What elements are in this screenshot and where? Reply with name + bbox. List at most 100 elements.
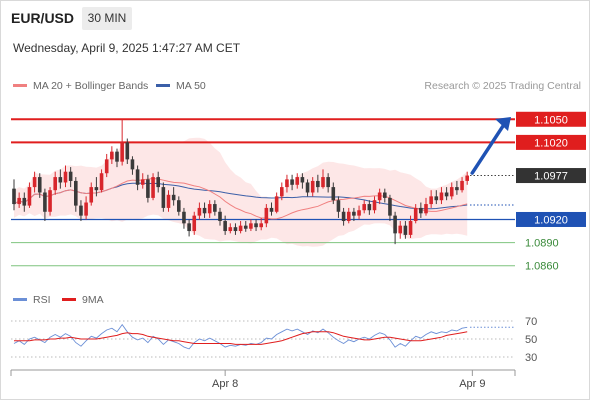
candle-body bbox=[429, 196, 433, 205]
candle-body bbox=[74, 180, 78, 206]
candle-body bbox=[398, 225, 403, 234]
candle-body bbox=[63, 171, 68, 183]
rsi-line bbox=[13, 323, 468, 350]
candle-body bbox=[413, 207, 418, 222]
support-value: 1.0890 bbox=[525, 238, 559, 250]
candle-body bbox=[326, 177, 330, 188]
rsi-layer: 70 50 30 bbox=[11, 316, 537, 364]
candle-body bbox=[125, 142, 130, 160]
candle-body bbox=[156, 177, 160, 188]
candle-body bbox=[228, 227, 233, 232]
candle-body bbox=[177, 200, 181, 212]
candle-body bbox=[68, 171, 73, 181]
chart-header: EUR/USD 30 MIN bbox=[0, 0, 588, 34]
candle-body bbox=[182, 211, 186, 224]
candle-body bbox=[434, 196, 439, 201]
candle-body bbox=[79, 205, 83, 216]
candle-body bbox=[223, 221, 227, 232]
candle-body bbox=[269, 207, 274, 212]
candle-body bbox=[424, 204, 428, 214]
pivot-tag bbox=[516, 211, 586, 227]
time-tick-label: Apr 8 bbox=[212, 378, 238, 390]
candle-body bbox=[455, 187, 459, 191]
candle-body bbox=[295, 177, 300, 185]
candle-body bbox=[346, 211, 351, 222]
candle-body bbox=[321, 177, 325, 188]
pivot-value: 1.0920 bbox=[534, 214, 568, 226]
resistance-tag bbox=[516, 111, 586, 127]
candle-body bbox=[300, 177, 305, 183]
forecast-arrow-shaft bbox=[470, 121, 507, 175]
candle-body bbox=[238, 225, 243, 232]
candle-body bbox=[316, 180, 320, 188]
candle-body bbox=[352, 211, 356, 216]
rsi-label: RSI bbox=[33, 294, 51, 306]
candle-body bbox=[403, 225, 408, 235]
support-value: 1.0860 bbox=[525, 261, 559, 273]
candles-layer bbox=[12, 119, 469, 245]
candle-body bbox=[259, 223, 263, 228]
candle-body bbox=[94, 187, 99, 191]
candle-body bbox=[202, 207, 207, 214]
candle-body bbox=[367, 204, 372, 211]
candle-body bbox=[140, 179, 145, 185]
ma20-swatch bbox=[13, 83, 27, 87]
candle-body bbox=[383, 192, 387, 198]
candle-body bbox=[58, 177, 63, 183]
ma50-swatch bbox=[156, 83, 170, 87]
resistance-value: 1.1050 bbox=[534, 114, 568, 126]
symbol-label: EUR/USD bbox=[11, 10, 75, 26]
candle-body bbox=[171, 194, 176, 201]
time-tick-label: Apr 9 bbox=[459, 378, 485, 390]
rsi-tick-label: 70 bbox=[525, 316, 537, 328]
candle-body bbox=[37, 177, 42, 193]
candle-body bbox=[357, 210, 361, 216]
candle-body bbox=[290, 179, 294, 185]
candle-body bbox=[331, 187, 336, 201]
rsi-ma-swatch bbox=[62, 297, 76, 301]
legend-ma20: MA 20 + Bollinger Bands bbox=[13, 80, 148, 92]
candle-body bbox=[120, 142, 124, 162]
timestamp-label: Wednesday, April 9, 2025 1:47:27 AM CET bbox=[13, 41, 241, 55]
candle-body bbox=[285, 179, 289, 188]
candle-body bbox=[449, 187, 454, 197]
candle-body bbox=[465, 175, 469, 181]
rsi-tick-label: 50 bbox=[525, 334, 537, 346]
candle-body bbox=[32, 177, 37, 188]
candle-body bbox=[218, 211, 222, 222]
candle-body bbox=[151, 177, 155, 198]
ma50-label: MA 50 bbox=[176, 80, 206, 92]
candle-body bbox=[393, 215, 397, 234]
resistance-value: 1.1020 bbox=[534, 137, 568, 149]
legend-ma50: MA 50 bbox=[156, 80, 206, 92]
candle-body bbox=[419, 207, 423, 214]
candle-body bbox=[243, 225, 248, 229]
candle-body bbox=[89, 187, 94, 203]
time-axis-layer: Apr 8 Apr 9 bbox=[10, 369, 516, 390]
candle-body bbox=[22, 197, 27, 206]
candle-body bbox=[12, 188, 16, 205]
candle-body bbox=[372, 200, 377, 211]
last-price-value: 1.0977 bbox=[534, 171, 568, 183]
candle-body bbox=[274, 196, 279, 212]
candle-body bbox=[104, 159, 109, 174]
candle-body bbox=[336, 200, 341, 212]
forecast-arrow-head bbox=[495, 116, 511, 131]
candle-body bbox=[27, 187, 32, 206]
candle-body bbox=[341, 211, 346, 222]
candle-body bbox=[146, 179, 150, 198]
candle-body bbox=[439, 192, 444, 201]
candle-body bbox=[161, 187, 166, 208]
rsi-tick-label: 30 bbox=[525, 352, 537, 364]
rsi-ma-line bbox=[14, 331, 468, 345]
last-price-tag bbox=[516, 168, 586, 184]
candle-body bbox=[264, 207, 269, 224]
candle-body bbox=[187, 223, 191, 232]
research-credit: Research © 2025 Trading Central bbox=[424, 80, 581, 92]
candle-body bbox=[17, 197, 21, 205]
candle-body bbox=[213, 204, 217, 212]
timeframe-badge[interactable]: 30 MIN bbox=[82, 7, 132, 30]
candle-body bbox=[197, 207, 202, 216]
legend-rsi: RSI bbox=[13, 294, 51, 306]
